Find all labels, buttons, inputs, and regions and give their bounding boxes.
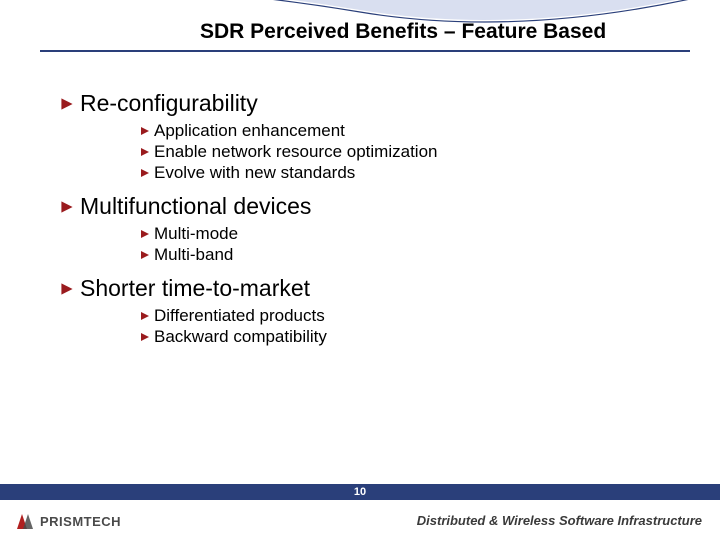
arc-path	[0, 0, 720, 20]
section-item-text: Multi-band	[154, 245, 233, 265]
section-item-text: Evolve with new standards	[154, 163, 355, 183]
chevron-right-icon	[140, 123, 150, 141]
section-heading: Re-configurability	[60, 90, 680, 117]
bullet-icon	[140, 250, 150, 260]
chevron-right-icon	[140, 308, 150, 326]
chevron-right-icon	[140, 329, 150, 347]
chevron-right-icon	[140, 247, 150, 265]
footer-tagline: Distributed & Wireless Software Infrastr…	[417, 513, 702, 528]
bullet-icon	[140, 229, 150, 239]
section-heading: Shorter time-to-market	[60, 275, 680, 302]
section-item-text: Enable network resource optimization	[154, 142, 437, 162]
chevron-right-icon	[60, 282, 74, 301]
section-item-text: Differentiated products	[154, 306, 325, 326]
chevron-right-icon	[140, 144, 150, 162]
bullet-icon	[140, 168, 150, 178]
chevron-right-icon	[60, 97, 74, 116]
section-item: Multi-band	[140, 245, 680, 265]
bullet-icon	[60, 97, 74, 111]
section-item-text: Application enhancement	[154, 121, 345, 141]
section-item: Evolve with new standards	[140, 163, 680, 183]
slide-title: SDR Perceived Benefits – Feature Based	[200, 20, 700, 44]
section-item: Application enhancement	[140, 121, 680, 141]
section-item: Multi-mode	[140, 224, 680, 244]
bullet-icon	[60, 200, 74, 214]
bullet-icon	[140, 147, 150, 157]
chevron-right-icon	[140, 165, 150, 183]
footer-bar: 10	[0, 484, 720, 500]
bullet-icon	[140, 311, 150, 321]
section-item: Backward compatibility	[140, 327, 680, 347]
page-number: 10	[354, 486, 366, 498]
prismtech-logo-icon	[14, 510, 36, 532]
bullet-icon	[140, 126, 150, 136]
chevron-right-icon	[140, 226, 150, 244]
content-area: Re-configurability Application enhancemen…	[60, 80, 680, 348]
bullet-icon	[60, 282, 74, 296]
chevron-right-icon	[60, 200, 74, 219]
section-heading-text: Multifunctional devices	[80, 193, 311, 220]
bullet-icon	[140, 332, 150, 342]
section-item: Enable network resource optimization	[140, 142, 680, 162]
section-item-text: Multi-mode	[154, 224, 238, 244]
logo-text: PRISMTECH	[40, 514, 121, 529]
section-item: Differentiated products	[140, 306, 680, 326]
slide: SDR Perceived Benefits – Feature Based R…	[0, 0, 720, 540]
section-heading-text: Re-configurability	[80, 90, 258, 117]
section-heading: Multifunctional devices	[60, 193, 680, 220]
section-heading-text: Shorter time-to-market	[80, 275, 310, 302]
footer-logo: PRISMTECH	[14, 510, 121, 532]
section-item-text: Backward compatibility	[154, 327, 327, 347]
title-underline	[40, 50, 690, 52]
